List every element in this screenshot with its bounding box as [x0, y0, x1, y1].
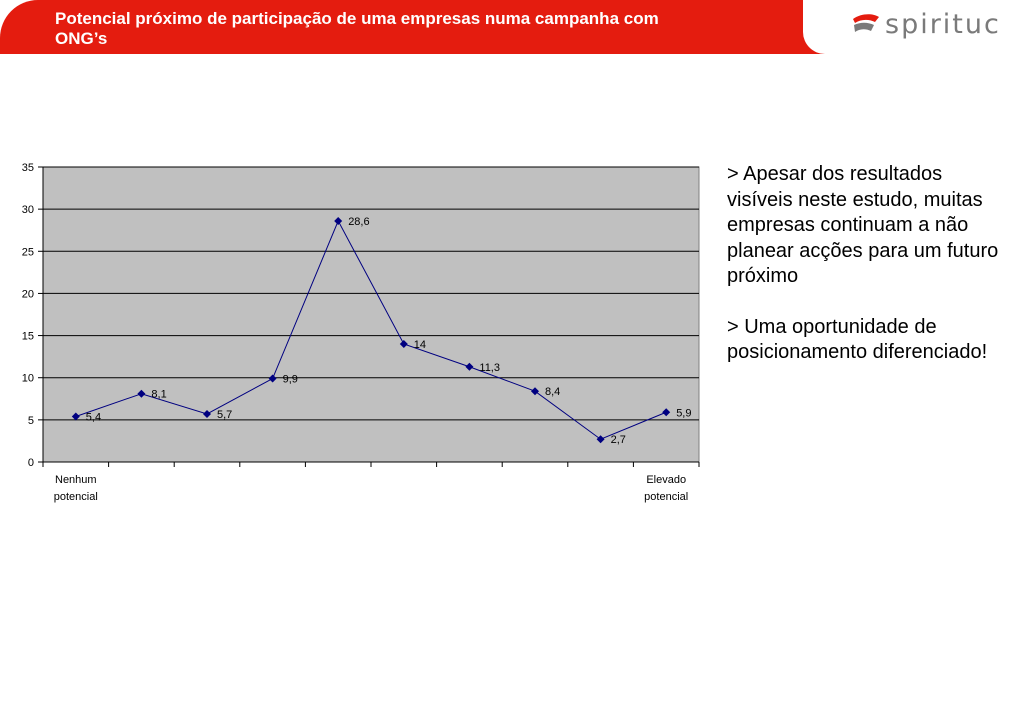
y-tick-label: 15	[22, 331, 34, 343]
x-tick-label-last: potencial	[644, 491, 688, 503]
data-point	[71, 412, 80, 421]
plot-area	[42, 166, 700, 463]
data-label: 8,1	[151, 389, 166, 401]
x-tick-label-last: Elevado	[646, 474, 686, 486]
data-label: 28,6	[348, 216, 369, 228]
data-point	[203, 409, 211, 418]
data-point	[399, 340, 408, 348]
data-point	[268, 374, 277, 383]
data-label: 11,3	[479, 362, 500, 374]
spirituc-logo-icon	[853, 14, 879, 32]
data-point	[596, 435, 605, 444]
note-1: > Apesar dos resultados visíveis neste e…	[727, 163, 999, 287]
logo-text: spirituc	[885, 9, 1001, 40]
data-label: 2,7	[611, 434, 626, 446]
y-tick-label: 5	[28, 415, 34, 427]
data-label: 5,4	[86, 411, 101, 423]
y-tick-label: 0	[28, 457, 34, 469]
header-bar: Potencial próximo de participação de uma…	[0, 0, 1023, 54]
page-title: Potencial próximo de participação de uma…	[55, 9, 659, 48]
x-tick-label-first: Nenhum	[55, 474, 97, 486]
y-tick-label: 10	[22, 373, 34, 385]
data-point	[465, 362, 474, 371]
side-notes: > Apesar dos resultados visíveis neste e…	[727, 162, 1012, 391]
x-tick-label-first: potencial	[54, 491, 98, 503]
data-label: 9,9	[283, 374, 298, 386]
y-tick-label: 30	[22, 204, 34, 216]
data-label: 14	[414, 339, 426, 351]
data-point	[531, 387, 539, 396]
data-label: 5,9	[676, 407, 691, 419]
data-label: 8,4	[545, 386, 560, 398]
y-tick-label: 25	[22, 246, 34, 258]
data-point	[137, 389, 146, 398]
data-point	[334, 216, 343, 225]
logo: spirituc	[803, 0, 1023, 54]
data-label: 5,7	[217, 409, 232, 421]
note-2: > Uma oportunidade de posicionamento dif…	[727, 315, 988, 364]
y-tick-label: 35	[22, 162, 34, 174]
series-line	[75, 219, 667, 440]
data-point	[662, 408, 671, 417]
y-tick-label: 20	[22, 288, 34, 300]
